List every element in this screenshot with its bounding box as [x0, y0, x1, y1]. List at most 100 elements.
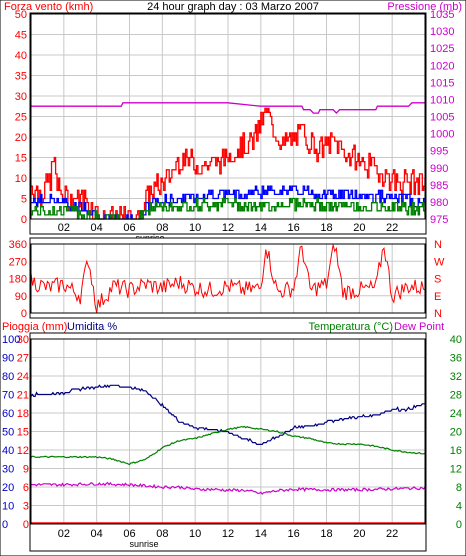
rain-tick: 3 — [23, 501, 29, 513]
wind-speed-tick: 30 — [15, 91, 27, 103]
temp-hour-ticks: 02 04 06 08 10 12 14 16 18 20 22 — [58, 528, 399, 540]
hour-tick: 12 — [222, 528, 234, 540]
pressure-tick: 1000 — [430, 129, 454, 141]
humidity-tick: 60 — [2, 408, 14, 420]
rain-tick: 12 — [17, 445, 29, 457]
temperature-tick: 40 — [450, 334, 462, 346]
humidity-tick: 90 — [2, 353, 14, 365]
pressure-tick: 1025 — [430, 43, 454, 55]
direction-plot-border — [30, 243, 426, 314]
wind-speed-tick: 40 — [15, 50, 27, 62]
pressure-tick: 995 — [430, 146, 448, 158]
compass-label: N — [434, 308, 442, 320]
hour-tick: 20 — [353, 528, 365, 540]
wind-speed-tick: 35 — [15, 71, 27, 83]
rain-tick: 24 — [17, 371, 29, 383]
wind-plot-border — [30, 13, 426, 220]
hour-tick: 16 — [288, 222, 300, 234]
temp-plot-border — [30, 338, 426, 525]
direction-tick: 360 — [9, 239, 27, 251]
pressure-tick: 1010 — [430, 94, 454, 106]
temperature-tick: 12 — [450, 464, 462, 476]
wind-speed-tick: 0 — [21, 214, 27, 226]
wind-speed-tick: 5 — [21, 194, 27, 206]
humidity-tick: 0 — [2, 519, 8, 531]
dewpoint-axis-label: Dew Point — [394, 321, 444, 333]
wind-speed-tick: 25 — [15, 112, 27, 124]
hour-tick: 04 — [91, 528, 103, 540]
temperature-axis-label: Temperatura (°C) — [309, 321, 393, 333]
humidity-tick: 80 — [2, 371, 14, 383]
rain-tick: 9 — [23, 464, 29, 476]
temperature-ticks: 0 4 8 12 16 20 24 28 32 36 40 — [450, 334, 462, 531]
hour-tick: 10 — [189, 528, 201, 540]
sunrise-label-bottom: sunrise — [129, 539, 158, 549]
rain-tick: 30 — [17, 334, 29, 346]
hour-tick: 12 — [222, 222, 234, 234]
pressure-tick: 990 — [430, 163, 448, 175]
hour-tick: 14 — [255, 222, 267, 234]
direction-degree-ticks: 0 90 180 270 360 — [9, 239, 27, 320]
wind-speed-tick: 10 — [15, 173, 27, 185]
hour-tick: 08 — [156, 222, 168, 234]
hour-tick: 02 — [58, 528, 70, 540]
hour-tick: 20 — [353, 222, 365, 234]
direction-tick: 0 — [21, 308, 27, 320]
pressure-tick: 1035 — [430, 9, 454, 21]
humidity-series — [30, 384, 425, 445]
compass-label: N — [434, 239, 442, 251]
hour-tick: 10 — [189, 222, 201, 234]
humidity-tick: 30 — [2, 464, 14, 476]
humidity-tick: 50 — [2, 427, 14, 439]
humidity-axis-label: Umidita % — [67, 321, 117, 333]
temperature-tick: 28 — [450, 390, 462, 402]
pressure-tick: 985 — [430, 180, 448, 192]
pressure-tick: 1005 — [430, 112, 454, 124]
hour-tick: 18 — [320, 528, 332, 540]
rain-tick: 6 — [23, 482, 29, 494]
hour-tick: 22 — [386, 222, 398, 234]
pressure-tick: 980 — [430, 197, 448, 209]
hour-tick: 14 — [255, 528, 267, 540]
pressure-ticks: 975 980 985 990 995 1000 1005 1010 1015 1020 1025 1… — [430, 9, 454, 226]
chart-title: 24 hour graph day : 03 Marzo 2007 — [147, 1, 319, 13]
temperature-tick: 4 — [456, 501, 462, 513]
rain-axis-label: Pioggia (mm) — [2, 321, 67, 333]
wind-speed-tick: 50 — [15, 9, 27, 21]
hour-tick: 22 — [386, 528, 398, 540]
rain-tick: 18 — [17, 408, 29, 420]
temperature-tick: 20 — [450, 427, 462, 439]
direction-tick: 90 — [15, 291, 27, 303]
pressure-tick: 1015 — [430, 77, 454, 89]
humidity-tick: 40 — [2, 445, 14, 457]
rain-tick: 15 — [17, 427, 29, 439]
humidity-ticks: 0 10 20 30 40 50 60 70 80 90 100 — [2, 334, 20, 531]
temperature-tick: 36 — [450, 353, 462, 365]
temperature-tick: 32 — [450, 371, 462, 383]
humidity-tick: 70 — [2, 390, 14, 402]
hour-tick: 02 — [58, 222, 70, 234]
hour-tick: 08 — [156, 528, 168, 540]
dewpoint-series — [30, 481, 426, 495]
wind-speed-tick: 45 — [15, 30, 27, 42]
direction-tick: 180 — [9, 274, 27, 286]
hour-tick: 16 — [288, 528, 300, 540]
rain-ticks: 0 3 6 9 12 15 18 21 24 27 30 — [17, 334, 29, 531]
wind-speed-tick: 20 — [15, 132, 27, 144]
compass-label: W — [434, 256, 445, 268]
pressure-axis-label: Pressione (mb) — [387, 1, 462, 13]
wind-hour-ticks: 02 04 06 08 10 12 14 16 18 20 22 — [58, 222, 399, 234]
direction-tick: 270 — [9, 256, 27, 268]
temperature-tick: 24 — [450, 408, 462, 420]
rain-tick: 0 — [23, 519, 29, 531]
pressure-tick: 1020 — [430, 60, 454, 72]
temperature-tick: 0 — [456, 519, 462, 531]
wind-speed-ticks: 0 5 10 15 20 25 30 35 40 45 50 — [15, 9, 27, 226]
rain-tick: 27 — [17, 353, 29, 365]
pressure-tick: 975 — [430, 214, 448, 226]
rain-tick: 21 — [17, 390, 29, 402]
humidity-tick: 10 — [2, 501, 14, 513]
